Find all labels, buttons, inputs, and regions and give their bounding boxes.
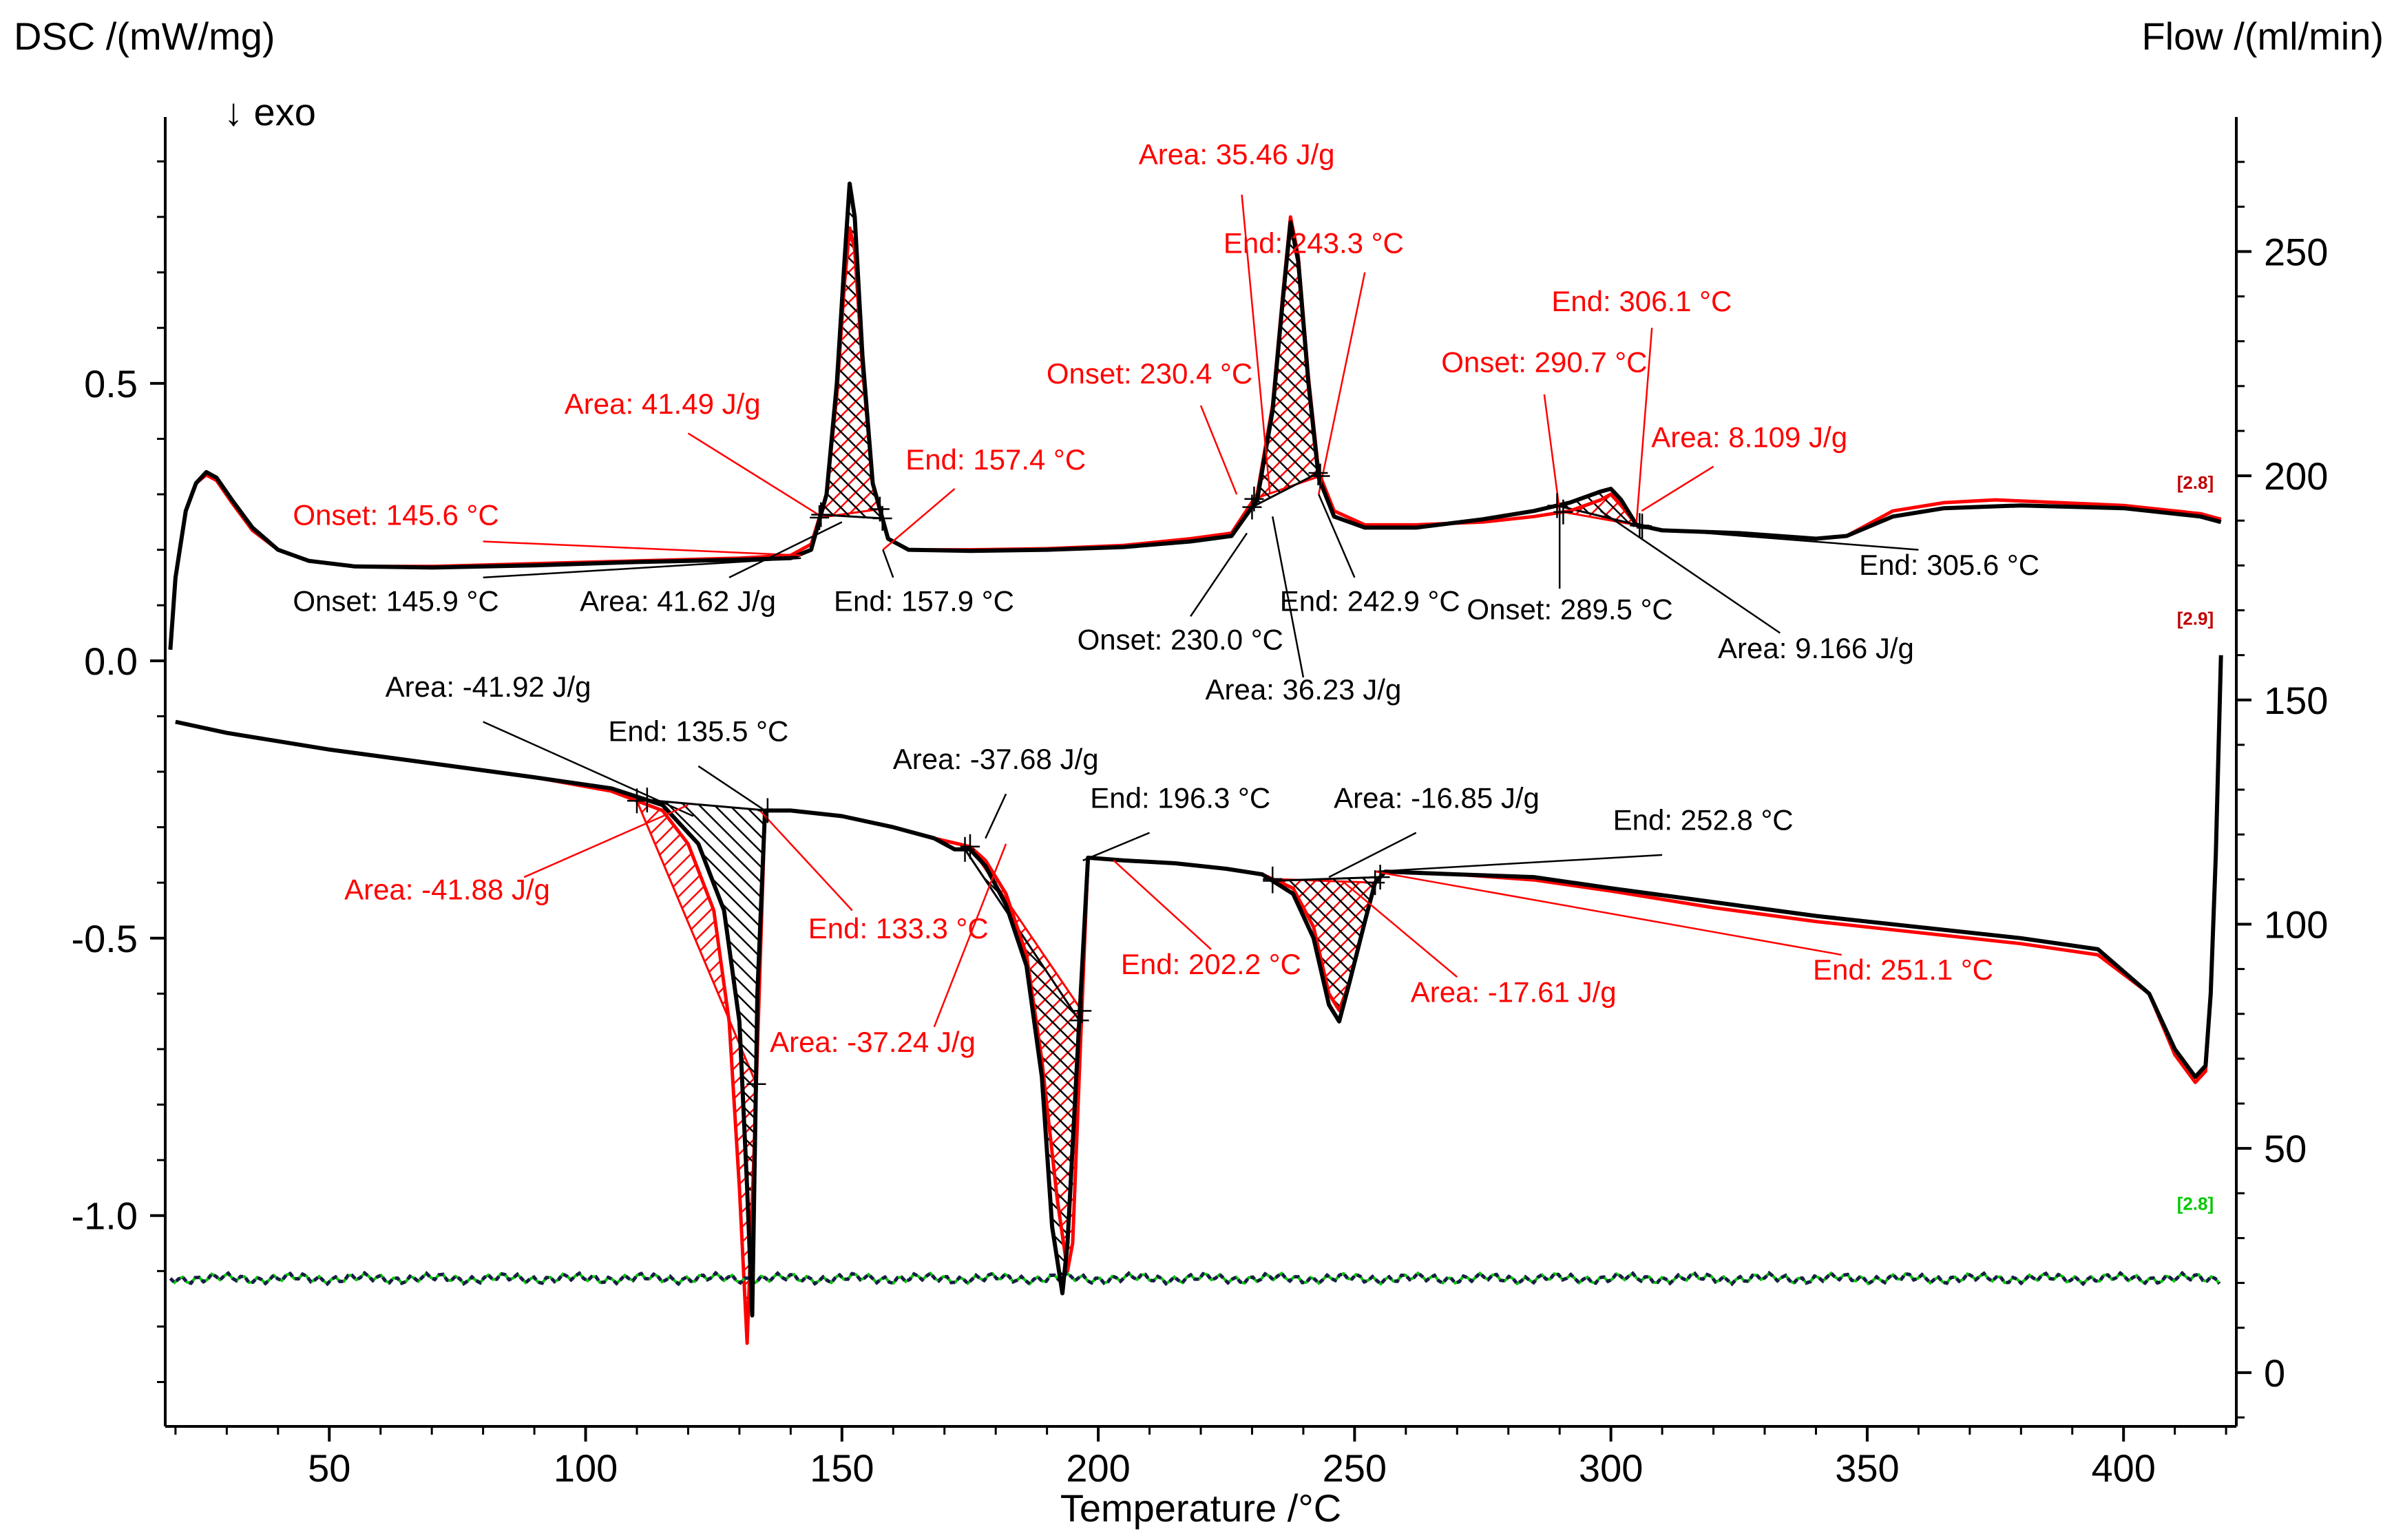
exo-direction-label: ↓ exo [224,90,316,134]
annotation-label: End: 135.5 °C [608,715,788,748]
x-tick-label: 100 [554,1446,618,1490]
annotation-leader [1082,832,1151,862]
x-tick-label: 250 [1323,1446,1387,1490]
annotation-label: Area: -37.24 J/g [770,1026,976,1058]
annotation-label: Area: -17.61 J/g [1411,975,1617,1008]
annotation-leader [882,488,956,551]
annotation-leader [1374,870,1842,956]
annotation-leader [1636,527,1919,551]
annotation-leader [882,549,894,578]
y-left-tick-label: 0.0 [84,640,138,683]
annotation-label: End: 243.3 °C [1224,226,1404,259]
annotation-label: Area: 9.166 J/g [1718,632,1914,664]
annotation-label: Area: 36.23 J/g [1205,673,1401,706]
annotation-label: End: 196.3 °C [1090,781,1270,814]
annotation-label: End: 252.8 °C [1613,804,1794,836]
end-marker-label: [2.9] [2177,608,2214,629]
annotation-leader [1318,272,1366,495]
x-tick-label: 50 [308,1446,350,1490]
annotation-label: Onset: 145.6 °C [293,498,498,531]
annotation-leader [697,765,766,812]
y-right-tick-label: 200 [2264,454,2328,498]
annotation-label: End: 242.9 °C [1280,584,1460,617]
axis-ticks: 50 100 150 200 250 300 350 400 0.5 0.0 -0.5 -1.0 250… [72,160,2328,1490]
y-right-tick-label: 150 [2264,679,2328,722]
annotation-leader [1199,405,1238,495]
flow-line-dark [169,1270,2221,1287]
y-right-tick-label: 50 [2264,1127,2307,1170]
x-tick-label: 150 [810,1446,874,1490]
annotation-label: End: 306.1 °C [1551,285,1732,317]
end-marker-label: [2.8] [2177,1194,2214,1214]
annotation-label: End: 251.1 °C [1813,953,1993,986]
annotation-label: Area: -41.88 J/g [344,873,550,905]
annotation-leader [1328,832,1417,878]
annotation-label: Area: 35.46 J/g [1139,138,1335,171]
annotation-leader [985,793,1007,839]
annotation-leader [1600,510,1781,634]
y-left-tick-label: 0.5 [84,362,138,405]
annotation-label: Area: -37.68 J/g [893,743,1099,775]
annotation-leader [1375,854,1663,873]
annotation-leader [1113,860,1212,950]
annotation-label: Area: 8.109 J/g [1651,421,1847,454]
annotation-leader [1343,882,1458,978]
x-tick-label: 300 [1579,1446,1643,1490]
heating-black-line [168,181,2222,650]
annotation-label: Area: -41.92 J/g [386,671,591,703]
annotation-label: Onset: 290.7 °C [1441,346,1647,379]
annotation-leader [1272,516,1305,678]
annotation-leader [1641,465,1714,512]
annotation-leader [483,540,801,556]
annotation-leader [1543,394,1561,511]
annotation-label: Onset: 230.4 °C [1047,357,1252,390]
annotation-leader [933,843,1007,1028]
peak-annotations: Area: 35.46 J/g End: 243.3 °C End: 306.1 °… [293,138,2039,1097]
annotation-leader [1190,532,1248,618]
annotation-label: Area: -16.85 J/g [1334,781,1540,814]
annotation-leader [759,810,853,911]
annotation-label: Onset: 289.5 °C [1467,593,1672,625]
annotation-label: Onset: 145.9 °C [293,584,498,617]
y-left-axis-title: DSC /(mW/mg) [14,14,275,58]
x-axis-title: Temperature /°C [1060,1486,1341,1530]
x-tick-label: 350 [1835,1446,1899,1490]
annotation-label: Area: 41.49 J/g [565,388,761,420]
y-left-tick-label: -0.5 [72,917,138,960]
annotation-label: End: 157.4 °C [905,443,1086,476]
end-markers: [2.8] [2.9] [2.8] [2177,472,2214,1214]
annotation-leader [1635,328,1653,523]
cooling-black-line [175,655,2223,1318]
annotation-leader [483,557,801,579]
annotation-label: End: 305.6 °C [1859,549,2039,581]
data-series [168,181,2223,1345]
annotation-leader [1318,494,1356,578]
annotation-leader [523,804,689,878]
annotation-leader [687,432,822,518]
annotation-leader [728,521,843,579]
end-marker-label: [2.8] [2177,472,2214,493]
x-tick-label: 400 [2091,1446,2155,1490]
annotation-label: Area: 41.62 J/g [580,584,776,617]
annotation-label: End: 202.2 °C [1121,948,1301,980]
x-tick-label: 200 [1066,1446,1130,1490]
annotation-label: End: 133.3 °C [808,912,989,945]
cooling-red-line [175,655,2223,1345]
annotation-leader [483,721,694,817]
y-right-tick-label: 100 [2264,903,2328,946]
annotation-label: Onset: 230.0 °C [1078,624,1283,656]
y-left-tick-label: -1.0 [72,1194,138,1238]
y-right-tick-label: 0 [2264,1351,2285,1395]
y-right-axis-title: Flow /(ml/min) [2141,14,2384,58]
y-right-tick-label: 250 [2264,230,2328,273]
annotation-label: End: 157.9 °C [834,584,1014,617]
annotation-leader [1241,194,1271,495]
